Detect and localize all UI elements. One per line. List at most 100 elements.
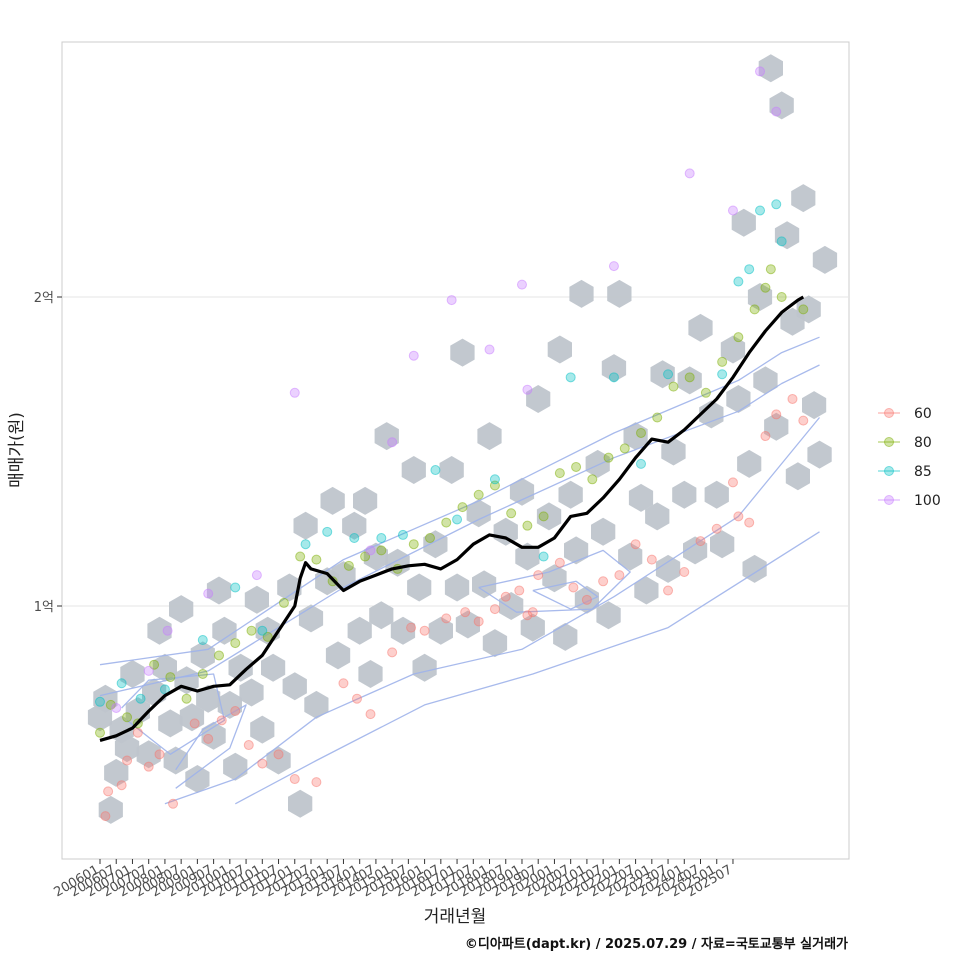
density-contour — [532, 580, 599, 610]
hexbin-cell — [499, 592, 524, 620]
scatter-point-80 — [733, 332, 744, 343]
scatter-point-80 — [343, 560, 354, 571]
scatter-point-80 — [760, 282, 771, 293]
hexbin-cell — [282, 672, 307, 701]
scatter-point-100 — [387, 437, 398, 448]
scatter-point-60 — [189, 718, 200, 729]
scatter-point-60 — [132, 727, 143, 738]
scatter-point-60 — [527, 607, 538, 618]
median-line-layer — [99, 295, 805, 742]
scatter-point-100 — [522, 384, 533, 395]
scatter-point-100 — [408, 350, 419, 361]
scatter-point-60 — [365, 709, 376, 720]
hexbin-cell — [407, 573, 432, 602]
plot-panel — [61, 41, 850, 860]
scatter-point-60 — [100, 811, 111, 822]
scatter-point-85 — [565, 372, 576, 383]
hexbin-cell — [747, 283, 773, 311]
scatter-point-60 — [500, 591, 511, 602]
hexbin-cell — [520, 613, 545, 642]
y-axis: 1억 2억 — [34, 291, 62, 615]
scatter-point-60 — [581, 594, 592, 605]
hexbin-cell — [114, 734, 140, 763]
hexbin-cell — [764, 412, 789, 441]
hexbin-cell — [618, 542, 643, 571]
scatter-point-80 — [181, 693, 192, 704]
scatter-point-60 — [630, 539, 641, 550]
scatter-point-80 — [311, 554, 322, 565]
scatter-point-60 — [419, 625, 430, 636]
hexbin-cell — [212, 616, 237, 645]
hexbin-cell — [553, 622, 578, 651]
scatter-point-60 — [514, 585, 525, 596]
y-tick-label: 1억 — [34, 600, 54, 615]
scatter-point-80 — [506, 508, 517, 519]
scatter-point-60 — [311, 777, 322, 788]
hexbin-cell — [683, 536, 708, 565]
scatter-point-85 — [755, 205, 766, 216]
scatter-point-80 — [295, 551, 306, 562]
scatter-point-100 — [446, 295, 457, 306]
hexbin-cell — [493, 517, 518, 546]
hexbin-cell — [439, 456, 464, 484]
scatter-point-80 — [165, 672, 176, 683]
hexbin-cell — [450, 338, 475, 367]
hexbin-cell — [753, 366, 778, 395]
hexbin-cell — [645, 502, 670, 531]
scatter-point-80 — [95, 727, 105, 738]
scatter-point-80 — [668, 381, 679, 392]
scatter-point-85 — [322, 526, 333, 537]
legend: 60 80 85 100 — [878, 406, 941, 509]
scatter-point-85 — [608, 372, 619, 383]
scatter-point-100 — [203, 588, 214, 599]
hexbin-cell — [363, 542, 388, 571]
hexbin-cell — [731, 208, 756, 237]
scatter-point-80 — [376, 545, 387, 556]
hexbin-cell — [472, 570, 497, 599]
scatter-point-60 — [787, 393, 798, 404]
scatter-point-85 — [376, 533, 387, 544]
scatter-point-60 — [568, 582, 579, 593]
scatter-point-85 — [744, 264, 755, 275]
hexbin-cell — [201, 721, 226, 750]
scatter-point-100 — [162, 625, 173, 636]
density-contour — [478, 549, 631, 613]
scatter-point-85 — [135, 693, 146, 704]
scatter-point-80 — [214, 650, 225, 661]
hexbin-cell — [401, 456, 426, 484]
scatter-point-85 — [230, 582, 241, 593]
scatter-point-60 — [679, 567, 690, 578]
scatter-point-85 — [771, 199, 782, 210]
hexbin-cell — [655, 554, 681, 583]
scatter-point-80 — [408, 539, 419, 550]
density-contour — [99, 336, 820, 666]
hexbin-cell — [444, 573, 470, 602]
scatter-point-80 — [473, 489, 484, 500]
scatter-point-80 — [425, 533, 436, 544]
scatter-point-100 — [111, 702, 122, 713]
hexbin-cell — [677, 366, 702, 395]
scatter-point-80 — [700, 387, 711, 398]
hexbin-cell — [152, 653, 177, 682]
hexbin-cell — [428, 616, 453, 645]
x-axis: 2006012006072007012007072008012008072009… — [52, 859, 735, 900]
scatter-point-60 — [460, 607, 471, 618]
scatter-point-80 — [587, 474, 598, 485]
scatter-point-60 — [168, 798, 179, 809]
hexbin-cell — [347, 616, 372, 645]
density-contours — [99, 336, 821, 805]
median-price-line — [99, 295, 805, 742]
hexbin-cell — [342, 511, 367, 540]
legend-label-60: 60 — [914, 406, 932, 422]
hexbin-cell — [628, 483, 654, 512]
hexbin-cell — [120, 660, 145, 688]
hexbin-cell — [688, 313, 713, 342]
scatter-point-60 — [771, 409, 782, 420]
legend-key-point-85 — [884, 466, 894, 476]
scatter-layer — [95, 66, 809, 822]
hexbin-cell — [320, 486, 345, 515]
scatter-point-85 — [95, 696, 105, 707]
hexbin-cell — [785, 462, 810, 491]
hexbin-cell — [325, 641, 351, 670]
